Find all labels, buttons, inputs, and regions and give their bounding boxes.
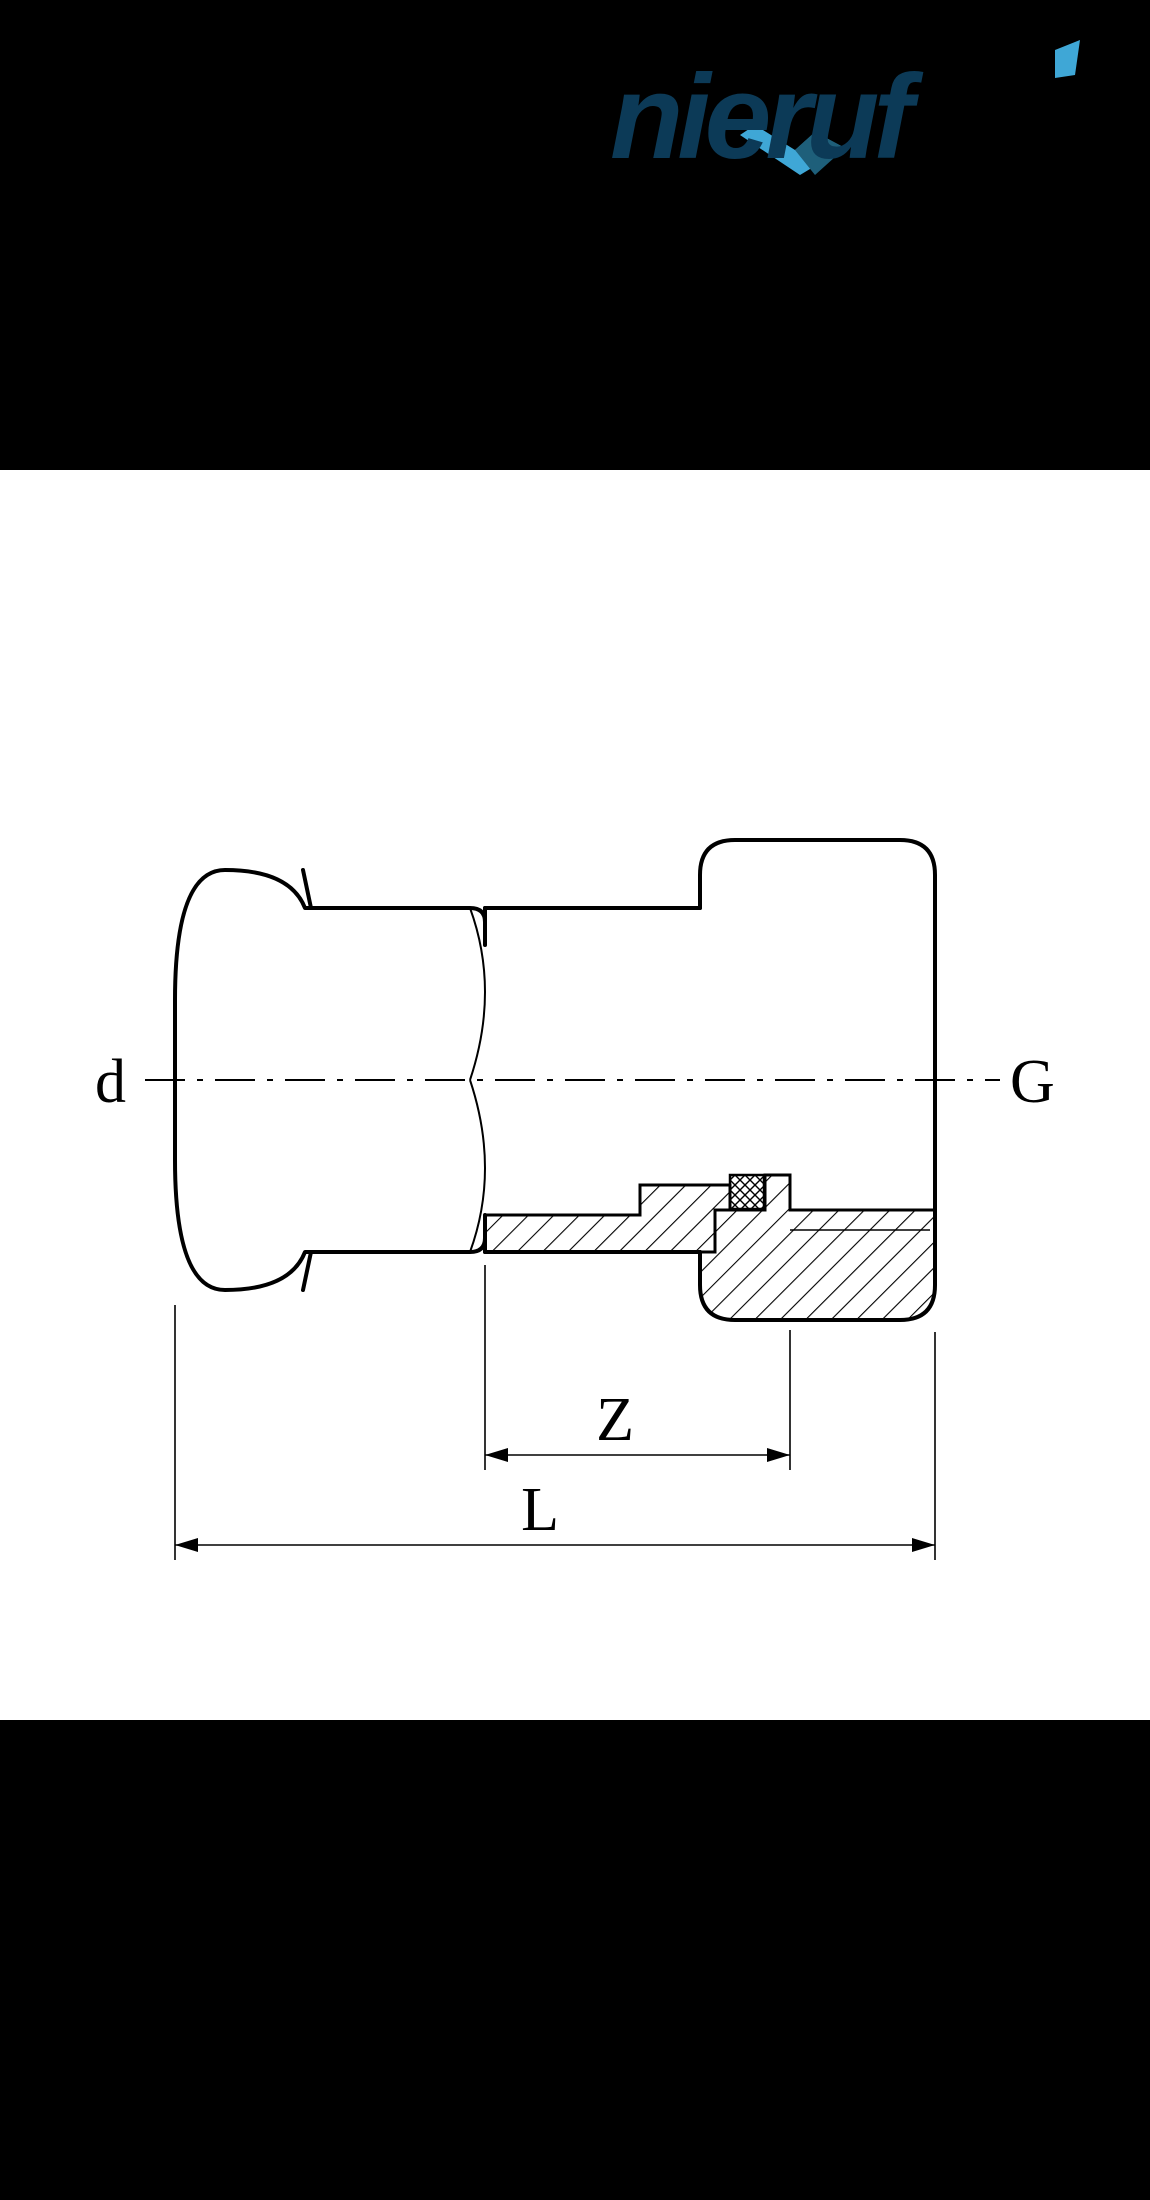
technical-drawing-panel: Z L d G: [0, 470, 1150, 1720]
label-z: Z: [596, 1386, 634, 1454]
break-line-upper: [470, 908, 485, 1080]
fitting-section-lower: [175, 1080, 935, 1320]
label-l: L: [521, 1476, 559, 1544]
logo-svg: nieruf: [590, 40, 1090, 220]
fitting-outline-upper: [175, 840, 935, 1080]
label-g: G: [1010, 1048, 1055, 1116]
technical-drawing: Z L d G: [0, 470, 1150, 1720]
label-d: d: [95, 1048, 126, 1116]
brand-logo: nieruf: [590, 40, 1090, 220]
logo-text: nieruf: [610, 50, 923, 184]
gasket-section: [730, 1175, 764, 1209]
